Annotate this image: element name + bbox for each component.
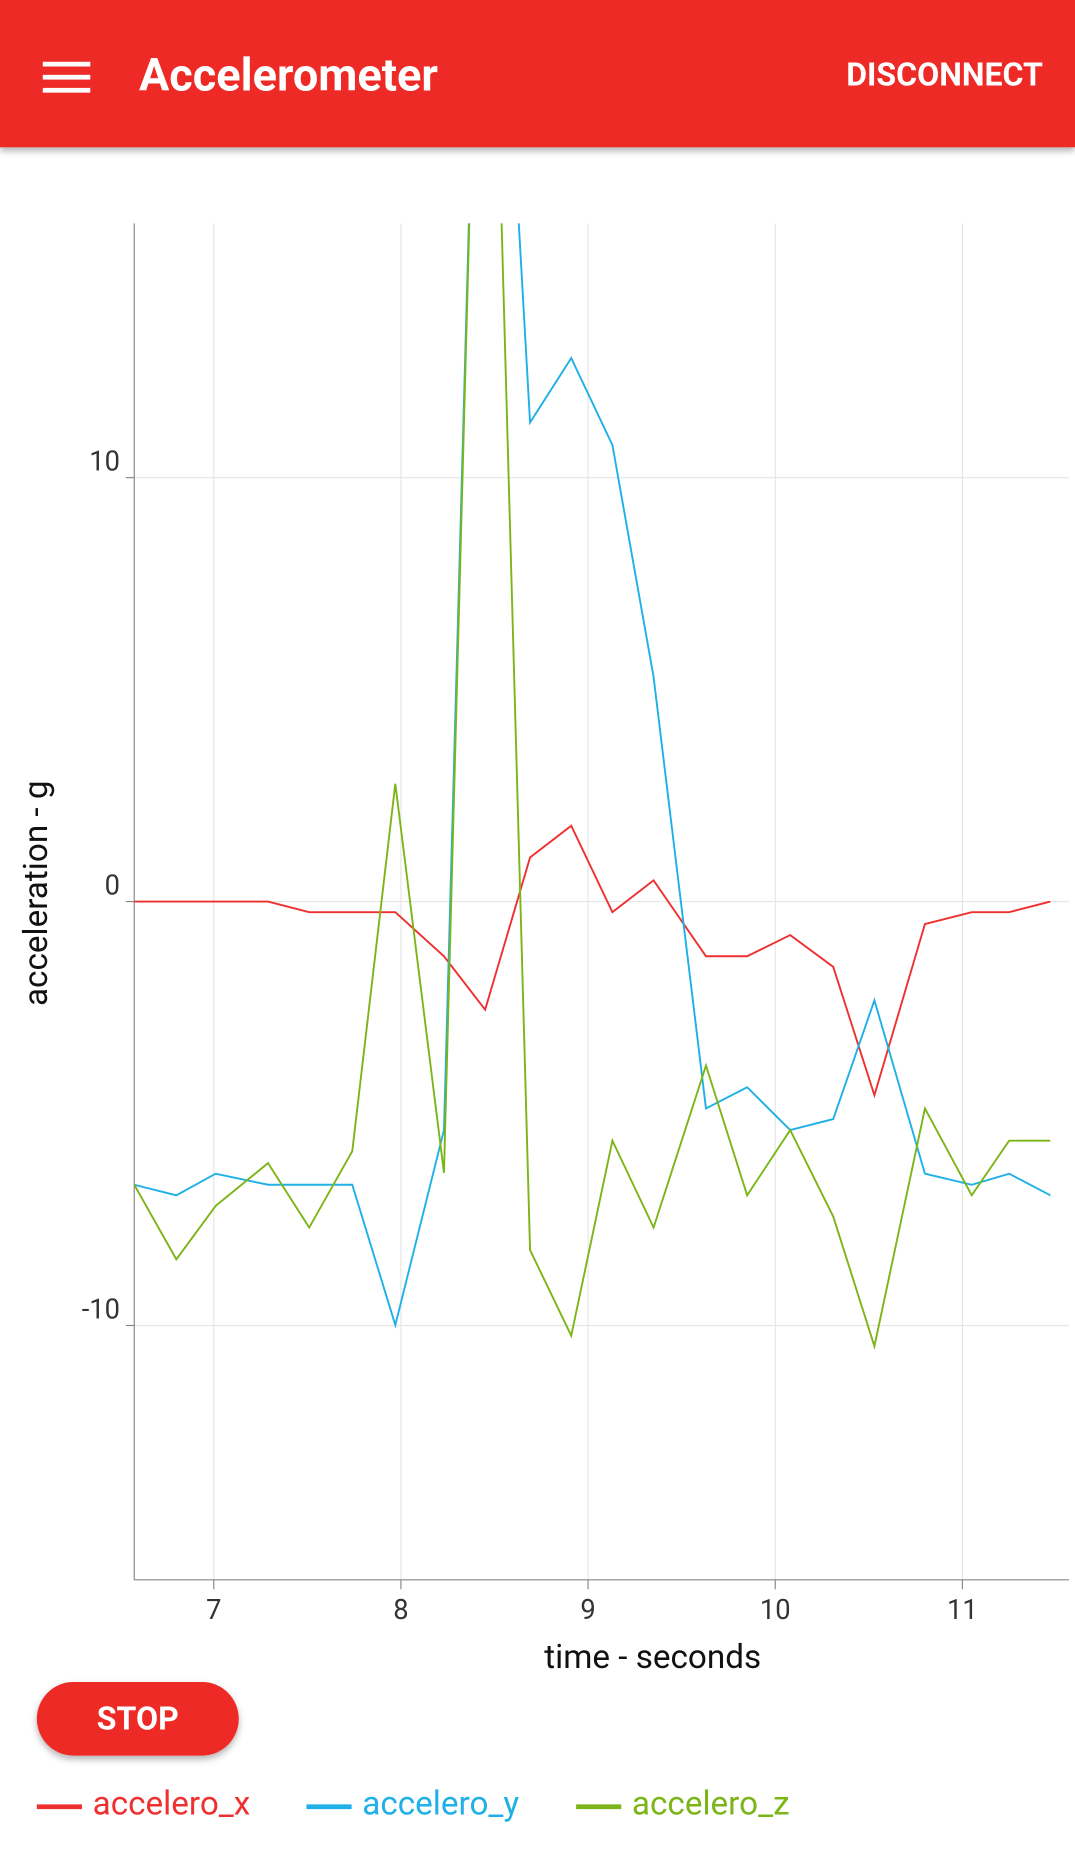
chart: 7 8 9 10 11 -10 0 10 time - seconds acceleration …: [17, 223, 1070, 1677]
disconnect-button[interactable]: DISCONNECT: [846, 56, 1043, 94]
x-tick-label: 7: [206, 1594, 221, 1626]
x-tick-label: 9: [580, 1594, 595, 1626]
plot-area: [134, 223, 1051, 1350]
x-tick-label: 8: [393, 1594, 408, 1626]
legend-label: accelero_x: [93, 1784, 251, 1823]
series-line: [134, 824, 1051, 1099]
app-bar: [0, 0, 1075, 148]
stop-button[interactable]: [36, 1681, 239, 1756]
y-axis-label: acceleration - g: [17, 780, 56, 1006]
menu-icon[interactable]: [42, 61, 91, 93]
series-line: [134, 223, 1051, 1329]
legend-label: accelero_y: [362, 1784, 519, 1823]
x-tick-label: 11: [947, 1594, 978, 1626]
series-line: [134, 223, 1051, 1350]
stop-label: STOP: [97, 1700, 179, 1738]
legend-label: accelero_z: [632, 1784, 790, 1823]
y-tick-label: 10: [89, 446, 120, 478]
y-tick-label: 0: [105, 870, 120, 902]
y-tick-label: -10: [82, 1293, 120, 1325]
app-title: Accelerometer: [139, 49, 438, 102]
legend: accelero_x accelero_y accelero_z: [36, 1784, 790, 1823]
x-tick-label: 10: [760, 1594, 791, 1626]
x-axis-label: time - seconds: [544, 1638, 761, 1677]
